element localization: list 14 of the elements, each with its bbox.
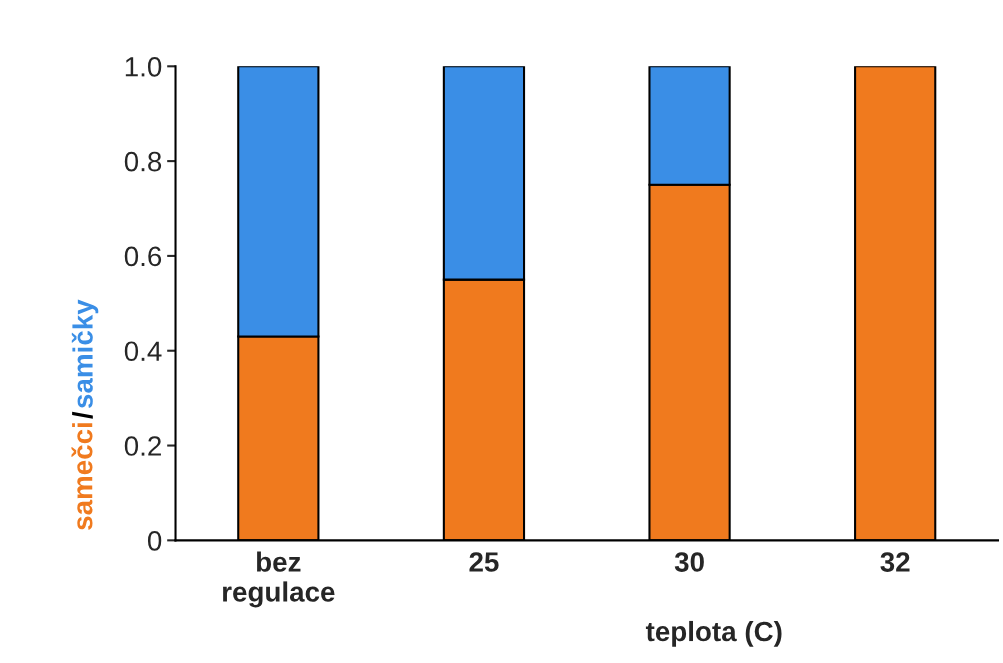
y-tick-label: 0.4 bbox=[124, 341, 162, 362]
y-axis-title: / bbox=[72, 411, 93, 419]
text: samičky bbox=[71, 299, 99, 409]
text: samečci bbox=[71, 423, 93, 530]
x-tick-label: bez regulace bbox=[223, 551, 335, 608]
y-tick-label: 0.6 bbox=[124, 246, 162, 267]
y-tick-label: 1.0 bbox=[125, 56, 162, 77]
y-tick-label: 0.2 bbox=[124, 436, 161, 456]
y-tick-label: 0 bbox=[147, 531, 162, 551]
y-tick-label: 0.8 bbox=[124, 151, 162, 172]
x-tick-label: 32 bbox=[880, 552, 910, 572]
x-axis-title: teplota (C) bbox=[645, 620, 782, 647]
x-tick-label: 25 bbox=[469, 552, 499, 572]
x-tick-label: 30 bbox=[674, 552, 704, 572]
